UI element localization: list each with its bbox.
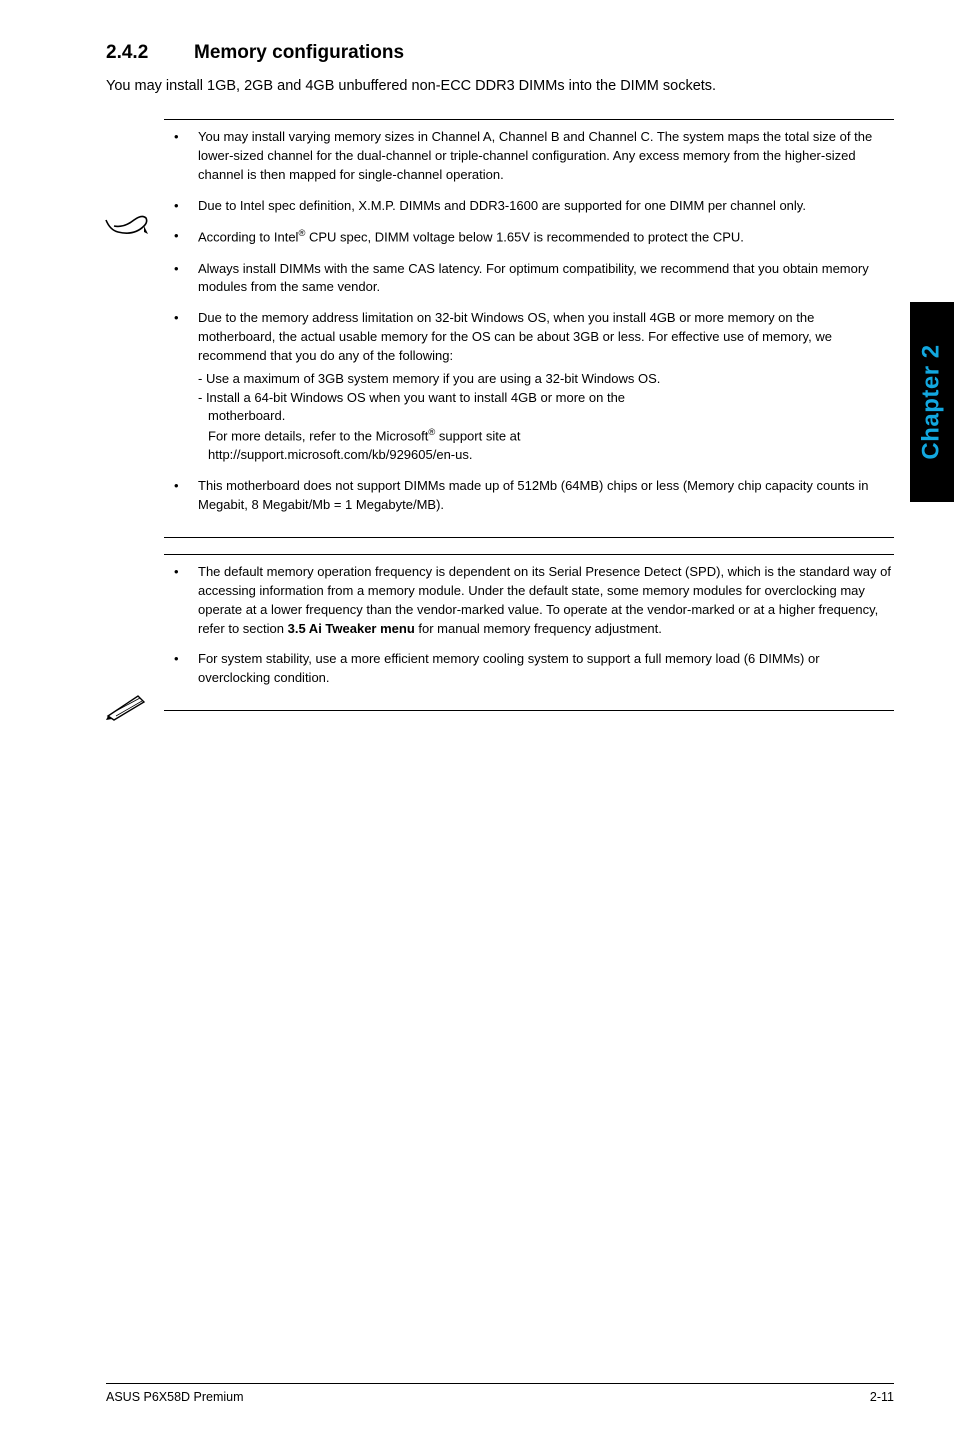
sub-line: - Install a 64-bit Windows OS when you w…	[198, 389, 894, 408]
sub-line: http://support.microsoft.com/kb/929605/e…	[198, 446, 894, 465]
note-block-2: The default memory operation frequency i…	[164, 554, 894, 711]
chapter-tab-label: Chapter 2	[918, 344, 946, 459]
section-heading: 2.4.2Memory configurations	[106, 42, 894, 64]
section-number: 2.4.2	[106, 42, 194, 64]
intro-paragraph: You may install 1GB, 2GB and 4GB unbuffe…	[106, 76, 894, 97]
page-footer: ASUS P6X58D Premium 2-11	[106, 1383, 894, 1404]
note1-item: This motherboard does not support DIMMs …	[164, 477, 894, 515]
note2-item: The default memory operation frequency i…	[164, 563, 894, 638]
note1-item: According to Intel® CPU spec, DIMM volta…	[164, 227, 894, 247]
pencil-icon	[104, 690, 152, 722]
note1-item: Due to Intel spec definition, X.M.P. DIM…	[164, 197, 894, 216]
chapter-tab: Chapter 2	[910, 302, 954, 502]
note-icon	[104, 212, 152, 242]
sub-line: For more details, refer to the Microsoft…	[198, 426, 894, 446]
note1-item: You may install varying memory sizes in …	[164, 128, 894, 185]
footer-left: ASUS P6X58D Premium	[106, 1390, 244, 1404]
section-title: Memory configurations	[194, 42, 404, 63]
note1-item: Due to the memory address limitation on …	[164, 309, 894, 465]
note1-item: Always install DIMMs with the same CAS l…	[164, 260, 894, 298]
sub-line: - Use a maximum of 3GB system memory if …	[198, 370, 894, 389]
sub-line: motherboard.	[198, 407, 894, 426]
bold-ref: 3.5 Ai Tweaker menu	[288, 621, 415, 636]
footer-right: 2-11	[870, 1390, 894, 1404]
note-block-1: You may install varying memory sizes in …	[164, 119, 894, 538]
note2-item: For system stability, use a more efficie…	[164, 650, 894, 688]
